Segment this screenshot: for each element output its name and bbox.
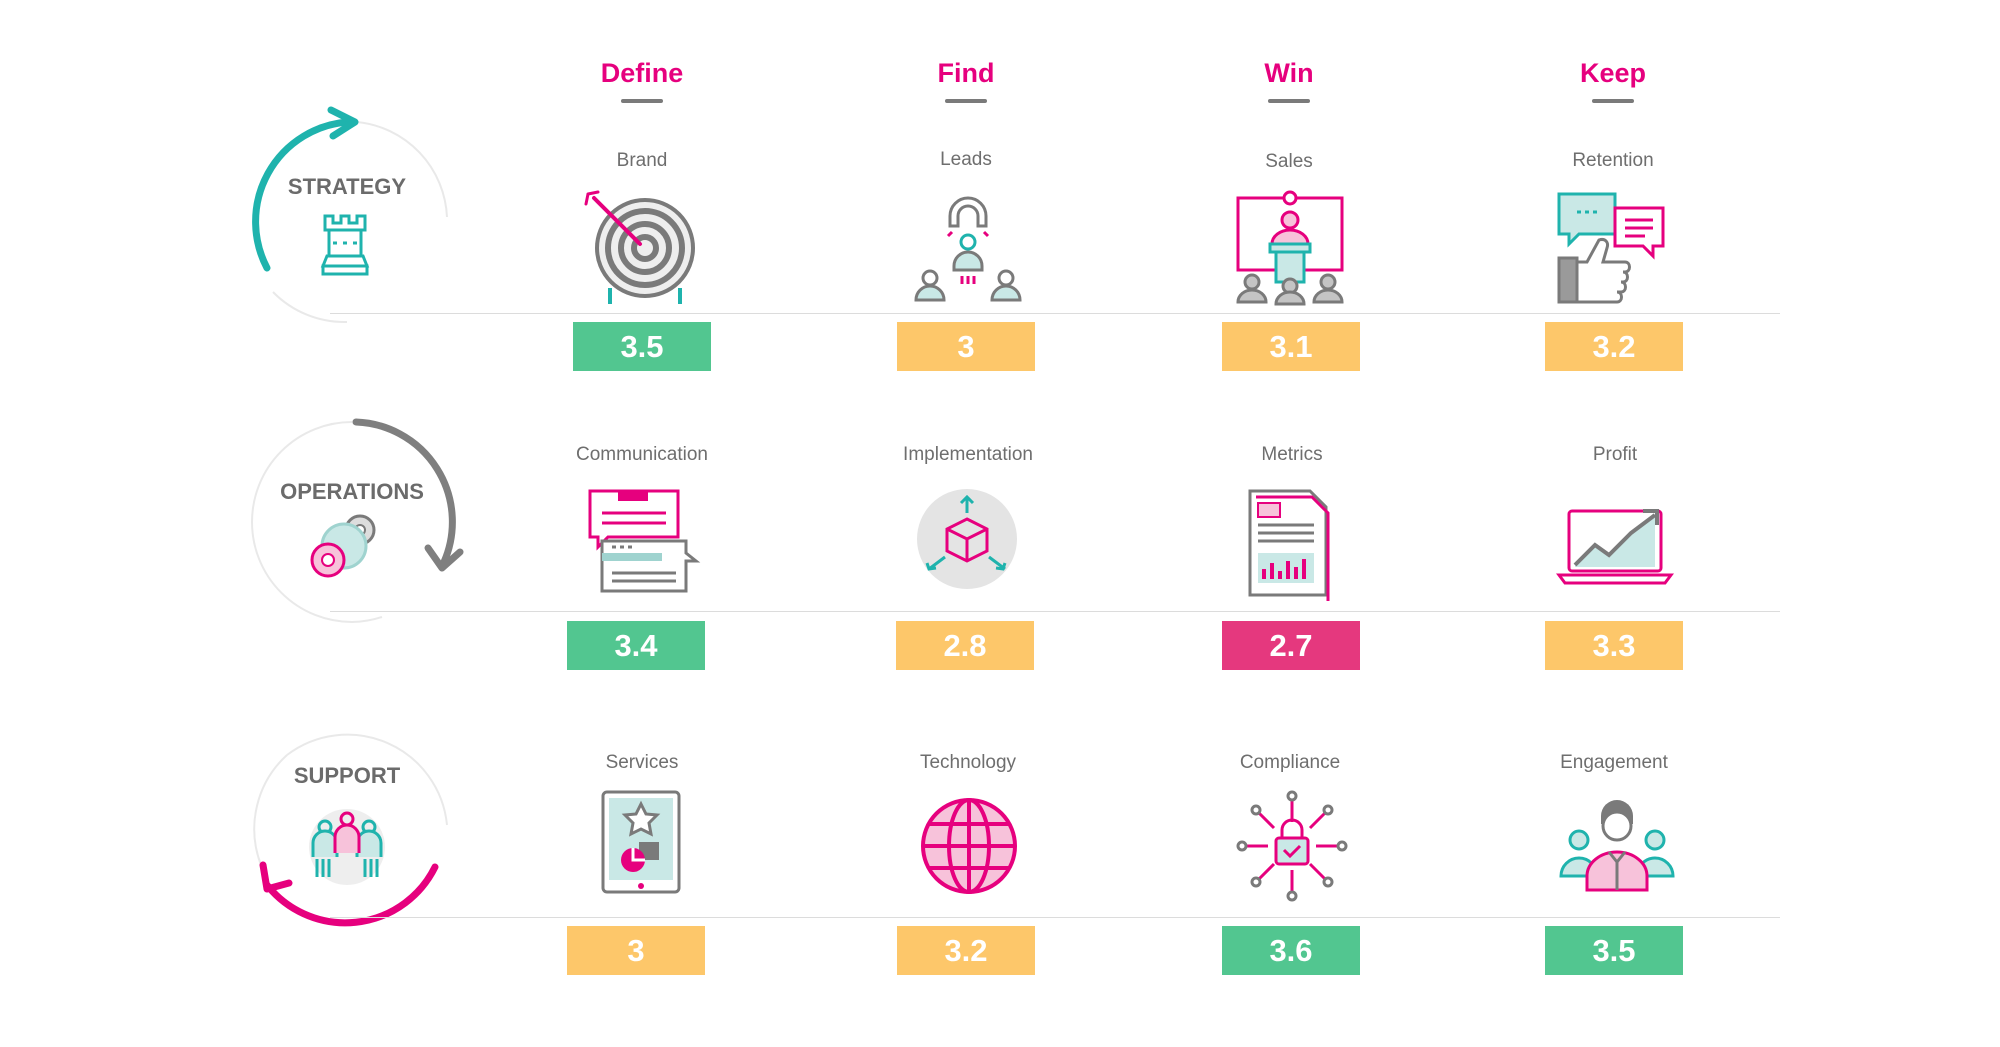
- row-label-operations: OPERATIONS: [280, 479, 424, 504]
- chat-bubbles-icon: [582, 483, 702, 603]
- label-communication: Communication: [576, 444, 708, 465]
- score-badge-leads: 3: [897, 322, 1035, 371]
- header-underline: [945, 99, 987, 103]
- score-badge-metrics: 2.7: [1222, 621, 1360, 670]
- column-header-win: Win: [1189, 58, 1389, 103]
- globe-icon: [909, 786, 1029, 906]
- cube-arrows-icon: [907, 483, 1027, 603]
- column-header-define: Define: [542, 58, 742, 103]
- score-badge-implementation: 2.8: [896, 621, 1034, 670]
- label-sales: Sales: [1265, 151, 1313, 172]
- score-badge-engagement: 3.5: [1545, 926, 1683, 975]
- row-divider: [330, 611, 1780, 612]
- thumbs-up-chat-icon: [1551, 188, 1671, 308]
- header-underline: [1268, 99, 1310, 103]
- score-badge-services: 3: [567, 926, 705, 975]
- row-label-strategy: STRATEGY: [287, 174, 407, 199]
- label-brand: Brand: [616, 150, 668, 171]
- label-leads: Leads: [940, 149, 992, 170]
- label-services: Services: [605, 752, 679, 773]
- operations-cycle-icon: [232, 402, 472, 642]
- score-badge-profit: 3.3: [1545, 621, 1683, 670]
- label-metrics: Metrics: [1261, 444, 1323, 465]
- label-implementation: Implementation: [903, 444, 1033, 465]
- label-technology: Technology: [919, 752, 1017, 773]
- row-divider: [330, 917, 1780, 918]
- support-cycle-icon: [227, 705, 467, 945]
- report-document-icon: [1232, 483, 1352, 603]
- score-badge-brand: 3.5: [573, 322, 711, 371]
- team-people-icon: [1557, 786, 1677, 906]
- row-label-support: SUPPORT: [293, 763, 401, 788]
- magnet-people-icon: [908, 186, 1028, 306]
- laptop-growth-icon: [1555, 483, 1675, 603]
- tablet-star-icon: [581, 786, 701, 906]
- score-badge-retention: 3.2: [1545, 322, 1683, 371]
- label-engagement: Engagement: [1560, 752, 1668, 773]
- score-badge-communication: 3.4: [567, 621, 705, 670]
- label-retention: Retention: [1572, 150, 1654, 171]
- header-underline: [1592, 99, 1634, 103]
- score-badge-technology: 3.2: [897, 926, 1035, 975]
- score-badge-sales: 3.1: [1222, 322, 1360, 371]
- label-profit: Profit: [1592, 444, 1638, 465]
- lock-network-icon: [1232, 786, 1352, 906]
- label-compliance: Compliance: [1239, 752, 1341, 773]
- row-divider: [330, 313, 1780, 314]
- target-icon: [582, 188, 702, 308]
- presenter-podium-icon: [1230, 186, 1350, 306]
- strategy-cycle-icon: [227, 92, 467, 332]
- header-underline: [621, 99, 663, 103]
- score-badge-compliance: 3.6: [1222, 926, 1360, 975]
- column-header-find: Find: [866, 58, 1066, 103]
- column-header-keep: Keep: [1513, 58, 1713, 103]
